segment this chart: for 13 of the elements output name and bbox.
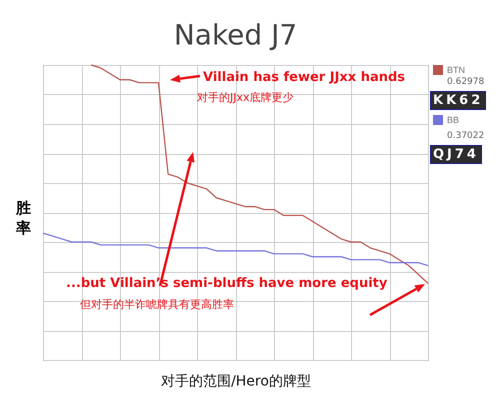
annotation: Villain has fewer JJxx hands bbox=[203, 70, 406, 85]
text: QJ74 bbox=[430, 145, 482, 164]
annotation: ...but Villain’s semi-bluffs have more equity bbox=[66, 276, 388, 291]
chart-title: Naked J7 bbox=[174, 18, 298, 52]
legend-label: BB bbox=[447, 115, 460, 125]
text: KK62 bbox=[430, 91, 486, 110]
text: 0.62978 bbox=[447, 77, 484, 87]
x-axis-title: 对手的范围/Hero的牌型 bbox=[161, 374, 311, 390]
annotation: 对手的JJxx底牌更少 bbox=[197, 90, 294, 105]
legend-label: BTN bbox=[447, 65, 465, 75]
annotation: 但对手的半诈唬牌具有更高胜率 bbox=[80, 297, 234, 312]
text: 0.37022 bbox=[447, 131, 484, 141]
y-axis-title: 胜率 bbox=[16, 198, 32, 238]
